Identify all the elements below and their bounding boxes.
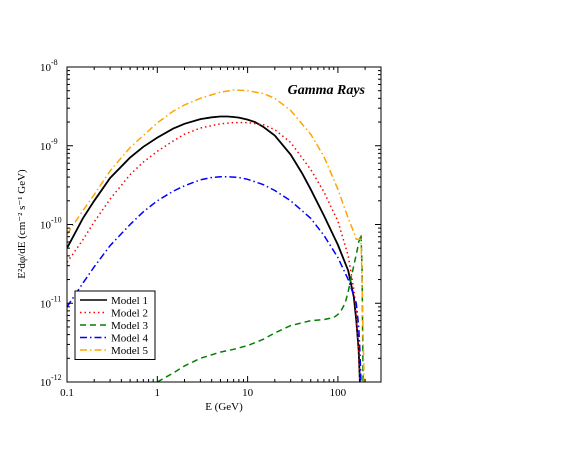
ticks-layer: 0.1 1 10 100 10-12 10-11 10-10 10-9 10-8	[40, 58, 381, 399]
series-line-2	[67, 121, 361, 382]
y-axis-title: E²dφ/dE (cm⁻² s⁻¹ GeV)	[16, 169, 28, 279]
x-tick-label: 1	[155, 387, 161, 399]
series-line-5	[67, 89, 365, 382]
legend-label-3: Model 3	[111, 320, 148, 332]
series-layer	[67, 89, 365, 382]
legend-box	[74, 290, 156, 360]
series-line-1	[67, 115, 361, 382]
annotation: Gamma Rays	[288, 83, 366, 98]
x-tick-label: 10	[242, 387, 254, 399]
legend-label-1: Model 1	[111, 295, 148, 307]
y-tick-exponent: -11	[51, 294, 61, 303]
y-tick-exponent: -10	[51, 216, 62, 225]
x-axis-title: E (GeV)	[205, 401, 243, 413]
y-tick-label: 10-9	[40, 137, 58, 153]
y-tick-exponent: -12	[51, 373, 62, 382]
legend-label-4: Model 4	[111, 333, 148, 345]
series-line-4	[67, 175, 362, 382]
y-tick-exponent: -9	[51, 137, 58, 146]
y-tick-label: 10-8	[40, 58, 58, 74]
series-line-3	[156, 234, 364, 382]
y-tick-label: 10-10	[40, 216, 62, 232]
legend-label-2: Model 2	[111, 308, 148, 320]
y-tick-label: 10-11	[40, 294, 61, 310]
x-tick-label: 0.1	[60, 387, 74, 399]
legend-label-5: Model 5	[111, 345, 148, 357]
y-tick-label: 10-12	[40, 373, 62, 389]
y-tick-exponent: -8	[51, 58, 58, 67]
x-tick-label: 100	[330, 387, 347, 399]
